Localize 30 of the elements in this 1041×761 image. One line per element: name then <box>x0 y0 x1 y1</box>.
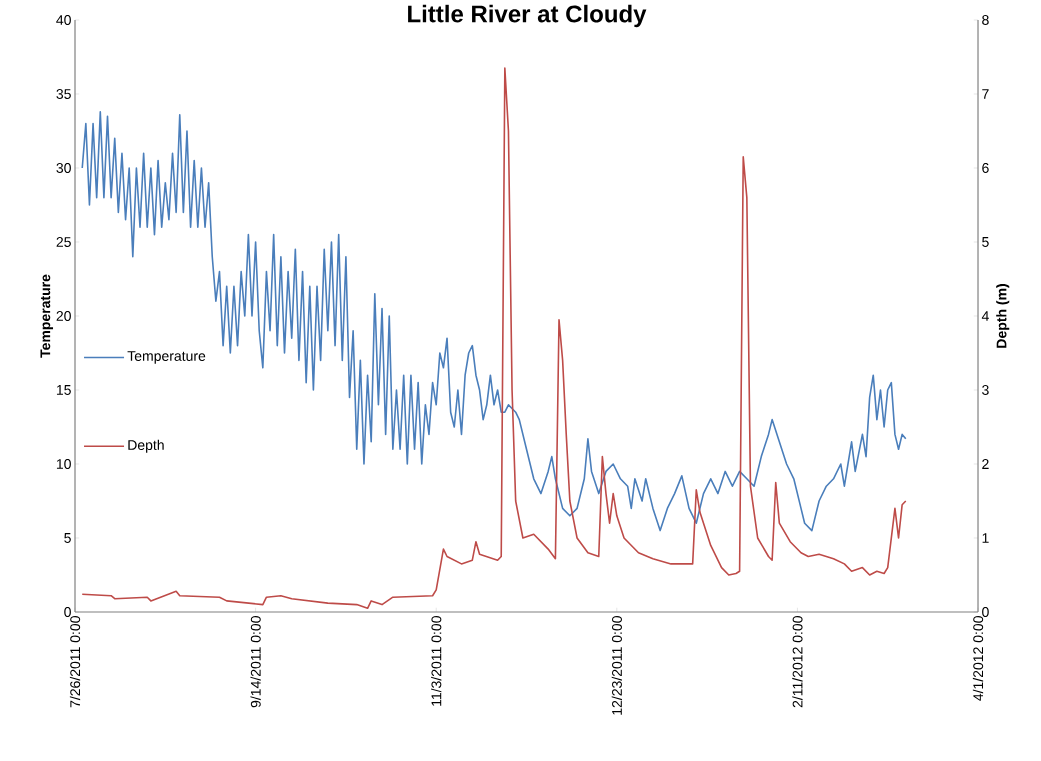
x-tick-label: 11/3/2011 0:00 <box>431 616 442 706</box>
y-tick-label: 35 <box>56 89 71 99</box>
y2-tick-label: 4 <box>981 311 989 321</box>
y-tick-label: 15 <box>56 385 71 395</box>
y2-tick-label: 2 <box>982 459 989 469</box>
y-tick-label: 25 <box>56 237 71 247</box>
x-tick-label: 12/23/2011 0:00 <box>611 616 622 715</box>
y-tick-label: 0 <box>64 607 71 617</box>
y2-tick-label: 5 <box>982 237 989 247</box>
y2-tick-label: 6 <box>982 163 989 173</box>
y2-tick-label: 0 <box>982 607 989 617</box>
legend-label: Depth <box>128 439 164 453</box>
legend-label: Temperature <box>127 351 206 364</box>
y2-tick-label: 3 <box>982 385 989 395</box>
y-tick-label: 5 <box>64 533 71 543</box>
y2-tick-label: 8 <box>982 15 989 25</box>
x-tick-label: 2/11/2012 0:00 <box>792 616 803 708</box>
y-axis-title: Temperature <box>40 274 54 358</box>
y-tick-label: 40 <box>56 15 71 25</box>
x-tick-label: 4/1/2012 0:00 <box>972 616 984 701</box>
y-tick-label: 20 <box>56 311 71 321</box>
y2-tick-label: 1 <box>982 533 989 543</box>
y2-tick-label: 7 <box>982 89 989 99</box>
chart-title: Little River at Cloudy <box>408 4 647 28</box>
y-tick-label: 10 <box>56 459 71 469</box>
line-series <box>81 67 907 610</box>
x-tick-label: 7/26/2011 0:00 <box>69 616 81 708</box>
y2-axis-title: Depth (m) <box>996 284 1010 348</box>
y-tick-label: 30 <box>56 163 71 173</box>
x-tick-label: 9/14/2011 0:00 <box>250 616 261 708</box>
